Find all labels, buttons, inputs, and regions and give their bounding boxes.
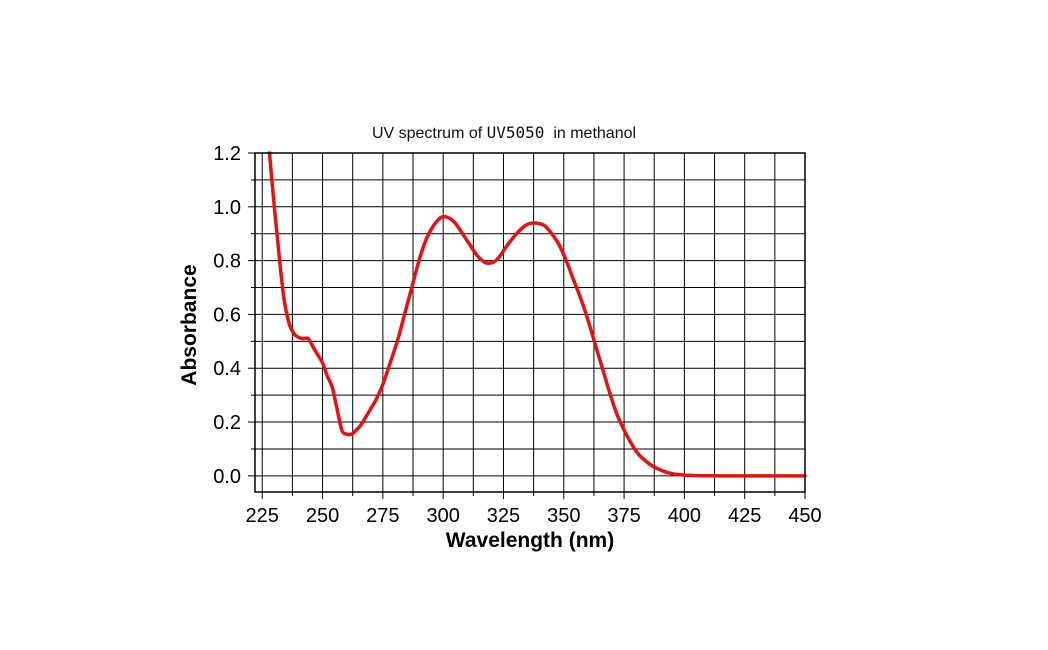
y-tick-label: 0.8	[213, 251, 241, 273]
grid-lines	[255, 153, 805, 492]
chart-title: UV spectrum of UV5050 in methanol	[372, 123, 636, 142]
absorbance-series-line	[267, 151, 807, 478]
x-tick-label: 400	[668, 505, 701, 527]
series-group	[267, 151, 807, 478]
y-tick-label: 0.2	[213, 412, 241, 434]
y-tick-label: 0.4	[213, 358, 241, 380]
plot-frame	[254, 152, 806, 493]
tick-labels: 225 250 275 300 325 350 375 400 425 450 0.0 0.2 0.4 0…	[213, 143, 822, 527]
y-axis-title: Absorbance	[178, 264, 201, 385]
x-tick-label: 275	[366, 505, 399, 527]
y-tick-label: 1.2	[213, 143, 241, 165]
x-tick-label: 300	[426, 505, 459, 527]
chart-title-compound: UV5050	[487, 123, 545, 142]
y-tick-label: 1.0	[213, 197, 241, 219]
chart-title-part-2: in methanol	[544, 125, 636, 142]
x-tick-label: 350	[547, 505, 580, 527]
x-tick-label: 425	[728, 505, 761, 527]
x-axis-title: Wavelength (nm)	[446, 529, 614, 552]
x-tick-label: 250	[306, 505, 339, 527]
x-tick-label: 375	[607, 505, 640, 527]
axis-ticks	[248, 152, 806, 499]
y-tick-label: 0.0	[213, 466, 241, 488]
x-tick-label: 450	[788, 505, 821, 527]
y-tick-label: 0.6	[213, 304, 241, 326]
x-tick-label: 225	[246, 505, 279, 527]
chart-title-part-1: UV spectrum of	[372, 125, 487, 142]
x-tick-label: 325	[487, 505, 520, 527]
